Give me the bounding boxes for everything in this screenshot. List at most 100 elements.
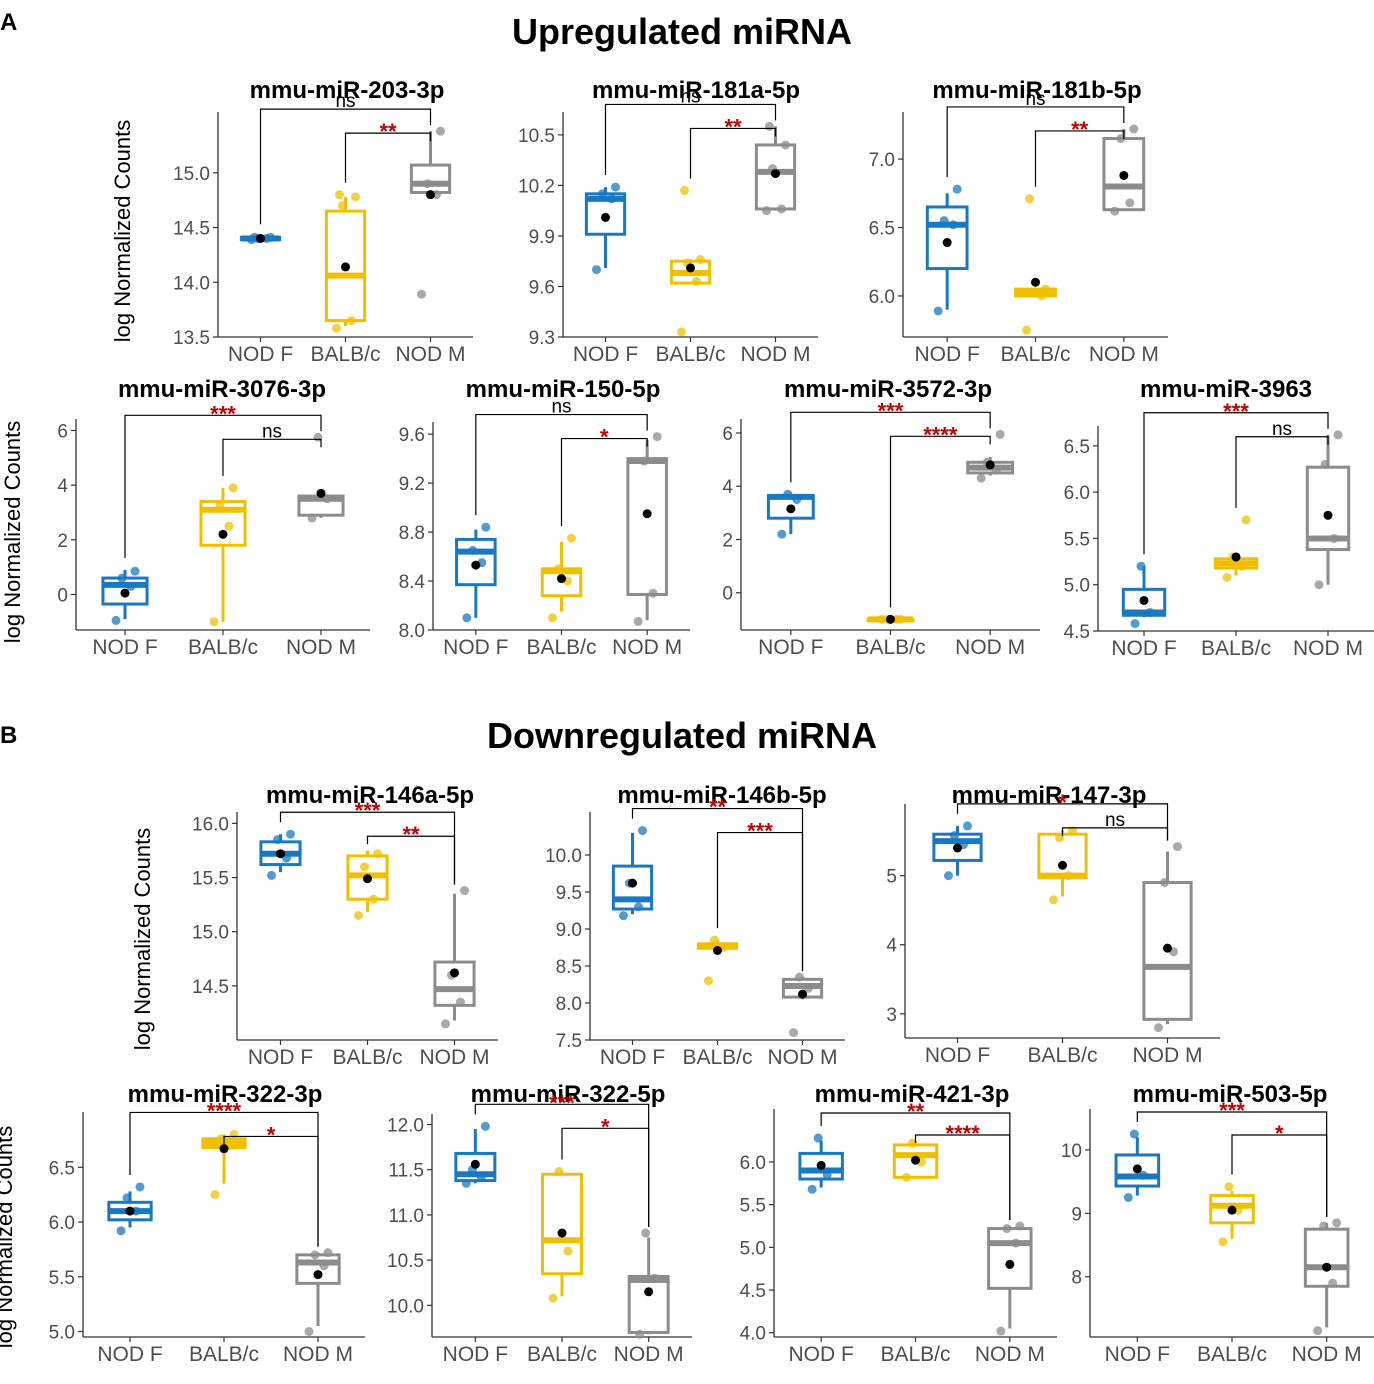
comparison-bracket: ns bbox=[222, 421, 322, 476]
y-tick-label: 12.0 bbox=[387, 1116, 424, 1137]
significance-label: **** bbox=[946, 1121, 981, 1146]
bracket-line bbox=[1061, 827, 1169, 841]
bracket-line bbox=[222, 438, 322, 476]
comparison-bracket: *** bbox=[790, 398, 991, 483]
plot-title: mmu-miR-3963 bbox=[1140, 376, 1312, 403]
boxplot-mmu-miR-146a-5p: mmu-miR-146a-5p log Normalized Counts 14.5… bbox=[130, 782, 498, 1069]
data-point bbox=[441, 1019, 450, 1029]
y-tick-label: 7.0 bbox=[869, 150, 895, 171]
data-point bbox=[762, 206, 771, 216]
mean-point bbox=[557, 1228, 567, 1238]
y-tick-label: 8.4 bbox=[399, 572, 426, 593]
y-tick-label: 9.0 bbox=[556, 920, 582, 941]
box-BALB/c bbox=[892, 1138, 939, 1182]
data-point bbox=[229, 1129, 239, 1139]
significance-label: ** bbox=[724, 114, 742, 139]
panel-b-label: B bbox=[0, 722, 17, 749]
x-tick-label: BALB/c bbox=[682, 1046, 752, 1069]
box-BALB/c bbox=[324, 190, 367, 333]
x-tick-label: NOD M bbox=[955, 636, 1025, 659]
data-point bbox=[369, 894, 378, 904]
data-point bbox=[116, 1226, 126, 1236]
data-point bbox=[216, 1134, 226, 1144]
box-iqr bbox=[433, 960, 476, 1007]
y-tick-label: 9.3 bbox=[529, 328, 555, 349]
data-point bbox=[939, 216, 949, 226]
box-NOD M bbox=[781, 972, 824, 1038]
data-point bbox=[460, 886, 469, 896]
box-BALB/c bbox=[1209, 1182, 1255, 1247]
x-tick-label: BALB/c bbox=[189, 1343, 259, 1366]
data-point bbox=[1125, 198, 1135, 208]
x-tick-label: NOD M bbox=[741, 343, 811, 366]
box-BALB/c bbox=[1037, 826, 1088, 905]
bracket-line bbox=[561, 1127, 650, 1228]
data-point bbox=[462, 613, 472, 623]
box-iqr bbox=[925, 205, 969, 271]
comparison-bracket: ns bbox=[604, 86, 777, 176]
significance-label: ** bbox=[402, 822, 420, 847]
data-point bbox=[130, 566, 140, 576]
x-tick-label: NOD M bbox=[1293, 637, 1363, 660]
bracket-line bbox=[1143, 412, 1329, 555]
comparison-bracket: ns bbox=[259, 91, 432, 225]
box-iqr bbox=[455, 537, 497, 587]
plot-title: mmu-miR-3572-3p bbox=[784, 376, 992, 403]
x-tick-label: NOD F bbox=[600, 1046, 665, 1069]
data-point bbox=[360, 862, 369, 872]
x-tick-label: NOD F bbox=[573, 343, 638, 366]
data-point bbox=[228, 483, 238, 493]
box-NOD M bbox=[1305, 430, 1351, 590]
y-tick-label: 4 bbox=[886, 936, 897, 957]
data-point bbox=[1129, 1129, 1139, 1139]
comparison-bracket: ns bbox=[475, 397, 648, 516]
significance-label: ns bbox=[551, 397, 571, 418]
data-point bbox=[677, 327, 686, 337]
y-tick-label: 9.2 bbox=[399, 474, 425, 495]
comparison-bracket: * bbox=[560, 425, 648, 527]
y-tick-label: 4 bbox=[722, 477, 733, 498]
comparison-bracket: ** bbox=[689, 114, 777, 179]
data-point bbox=[1329, 533, 1339, 543]
significance-label: * bbox=[601, 1114, 610, 1139]
plot-title: mmu-miR-181b-5p bbox=[932, 77, 1141, 104]
box-BALB/c bbox=[541, 1167, 583, 1303]
x-tick-label: NOD M bbox=[1133, 1044, 1203, 1067]
bracket-line bbox=[1034, 130, 1125, 187]
y-tick-label: 5.0 bbox=[49, 1323, 75, 1344]
mean-point bbox=[642, 509, 652, 519]
box-iqr bbox=[611, 864, 654, 911]
bracket-line bbox=[914, 1134, 1011, 1220]
data-point bbox=[592, 265, 601, 275]
data-point bbox=[1154, 1023, 1163, 1033]
box-NOD M bbox=[987, 1221, 1033, 1336]
comparison-bracket: ns bbox=[1061, 810, 1169, 841]
significance-label: ns bbox=[1272, 419, 1292, 440]
comparison-bracket: ns bbox=[1235, 419, 1329, 508]
y-tick-label: 5.5 bbox=[1064, 529, 1090, 550]
mean-point bbox=[686, 263, 695, 273]
panel-b-title: Downregulated miRNA bbox=[487, 715, 877, 756]
x-tick-label: NOD M bbox=[420, 1046, 490, 1069]
y-tick-label: 7.5 bbox=[556, 1031, 582, 1052]
box-iqr bbox=[798, 1151, 844, 1181]
data-point bbox=[456, 997, 465, 1007]
data-point bbox=[436, 126, 445, 136]
box-NOD F bbox=[798, 1133, 844, 1194]
box-NOD F bbox=[1121, 561, 1167, 629]
plot-title: mmu-miR-150-5p bbox=[466, 376, 661, 403]
data-point bbox=[634, 902, 643, 912]
x-tick-label: NOD M bbox=[1292, 1343, 1362, 1366]
box-NOD F bbox=[107, 1182, 153, 1236]
y-tick-label: 9 bbox=[1071, 1204, 1082, 1225]
data-point bbox=[335, 190, 344, 200]
data-point bbox=[273, 835, 282, 845]
mean-point bbox=[218, 529, 228, 539]
y-tick-label: 14.0 bbox=[173, 273, 210, 294]
y-tick-label: 13.5 bbox=[173, 328, 210, 349]
data-point bbox=[554, 1167, 564, 1177]
data-point bbox=[224, 521, 234, 531]
y-tick-label: 6 bbox=[57, 421, 68, 442]
data-point bbox=[480, 1121, 490, 1131]
